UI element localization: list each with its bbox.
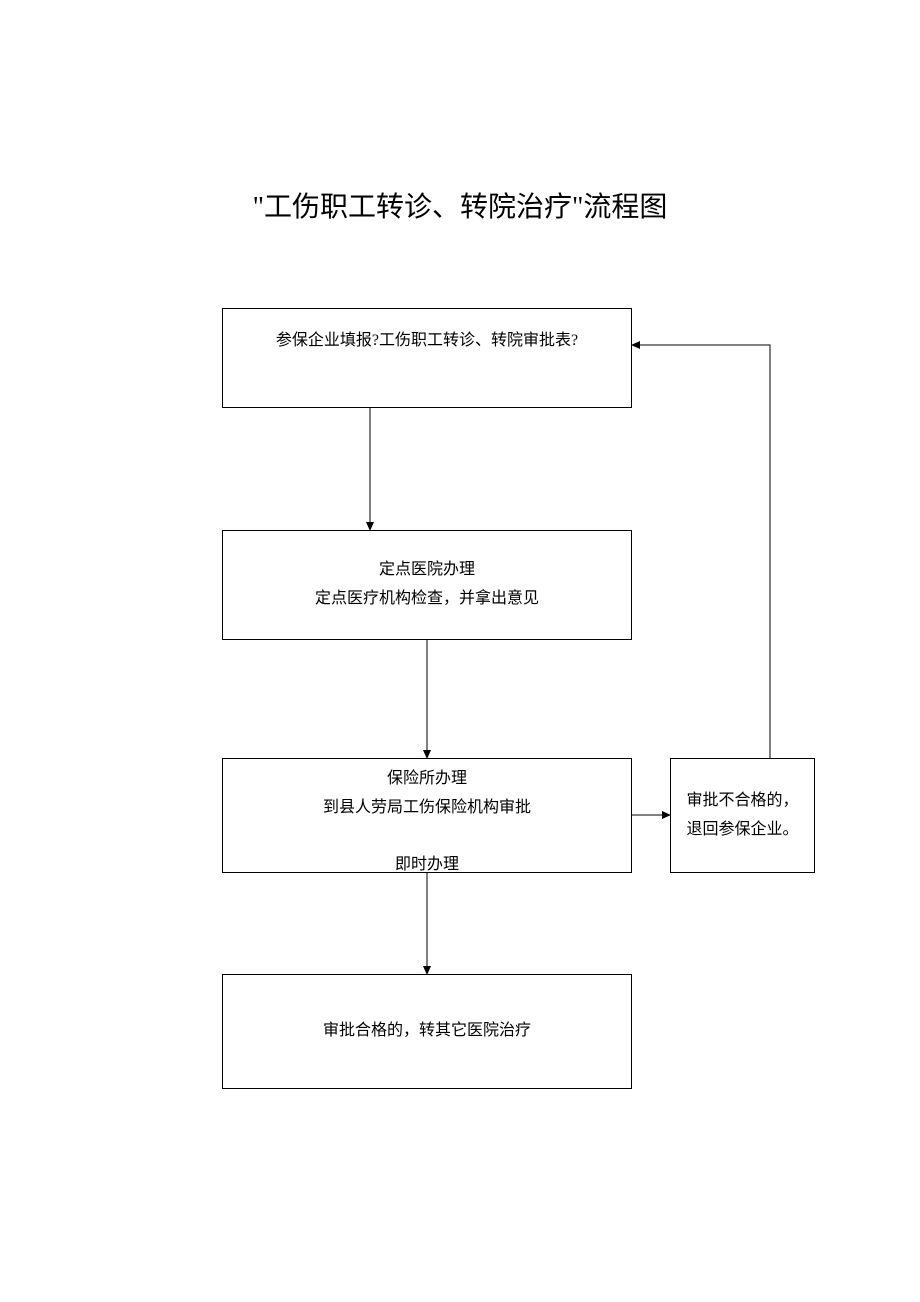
node-text: 审批不合格的，退回参保企业。 [679,787,806,845]
flow-node-n5: 审批合格的，转其它医院治疗 [222,974,632,1089]
node-text: 定点医疗机构检查，并拿出意见 [315,585,539,614]
node-text [425,823,429,852]
node-text: 审批合格的，转其它医院治疗 [323,1017,531,1046]
node-text: 到县人劳局工伤保险机构审批 [323,794,531,823]
flow-node-n3: 保险所办理到县人劳局工伤保险机构审批 即时办理 [222,758,632,873]
node-text: 定点医院办理 [379,556,475,585]
node-text: 参保企业填报?工伤职工转诊、转院审批表? [276,327,578,356]
node-text: 即时办理 [395,851,459,880]
flow-edge [632,345,770,758]
diagram-title: "工伤职工转诊、转院治疗"流程图 [0,185,920,225]
flow-node-n4: 审批不合格的，退回参保企业。 [670,758,815,873]
node-text: 保险所办理 [387,765,467,794]
flow-node-n1: 参保企业填报?工伤职工转诊、转院审批表? [222,308,632,408]
title-text: "工伤职工转诊、转院治疗"流程图 [253,192,668,223]
flow-node-n2: 定点医院办理定点医疗机构检查，并拿出意见 [222,530,632,640]
